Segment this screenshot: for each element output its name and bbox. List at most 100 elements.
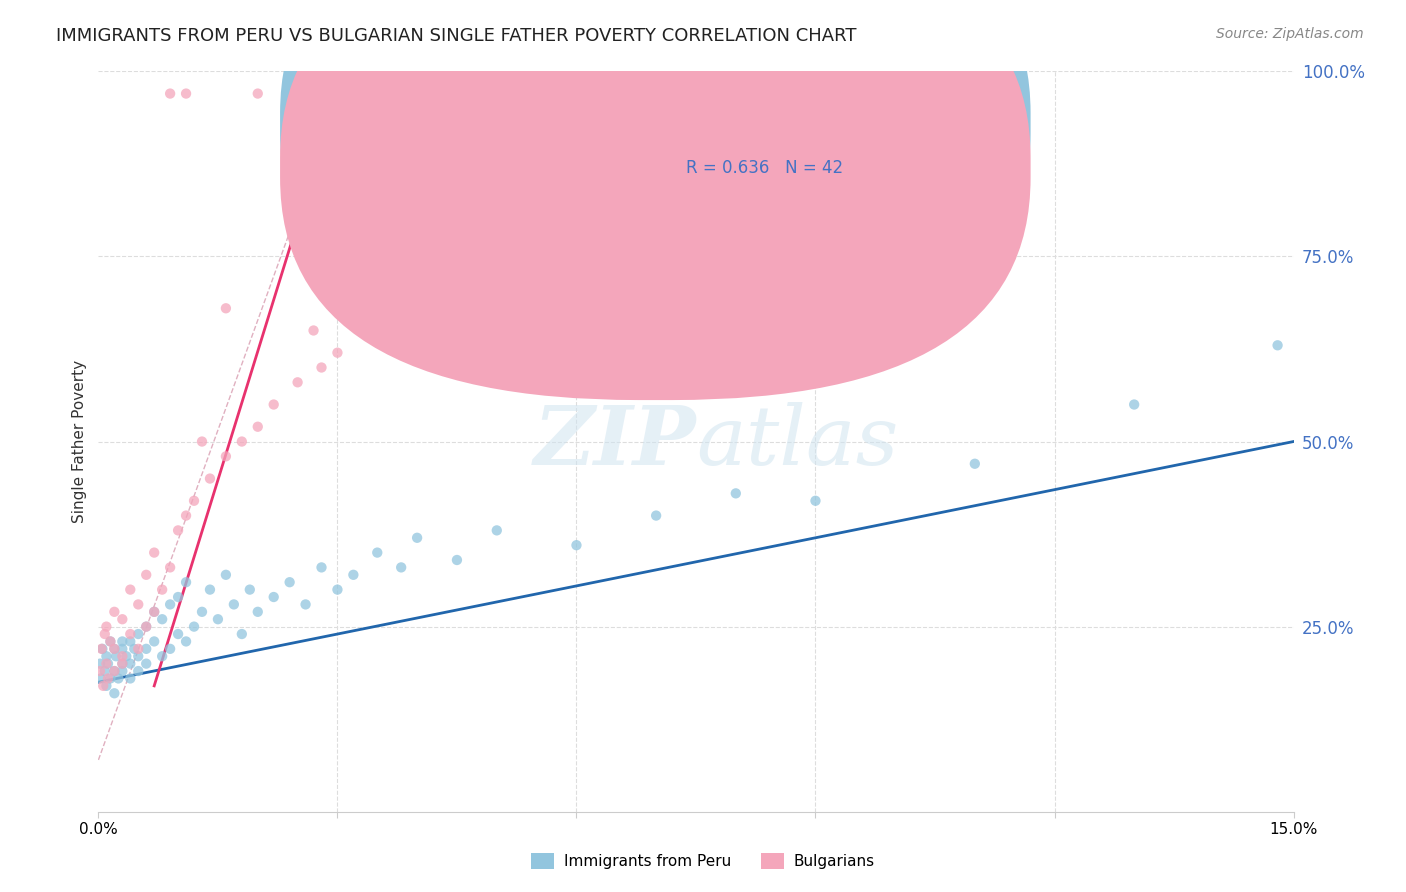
Point bbox=[143, 605, 166, 619]
Point bbox=[183, 619, 205, 633]
Point bbox=[167, 627, 190, 641]
Point bbox=[90, 672, 112, 686]
Point bbox=[94, 627, 117, 641]
Point bbox=[96, 679, 118, 693]
Point bbox=[302, 324, 325, 338]
Point bbox=[246, 87, 269, 101]
Point bbox=[127, 649, 149, 664]
Point bbox=[90, 641, 112, 656]
Point bbox=[111, 634, 134, 648]
Point bbox=[1267, 338, 1289, 352]
Text: atlas: atlas bbox=[696, 401, 898, 482]
Point bbox=[135, 641, 157, 656]
Point bbox=[91, 641, 114, 656]
Point bbox=[127, 641, 149, 656]
Point bbox=[120, 634, 142, 648]
Point bbox=[485, 524, 508, 538]
Point bbox=[174, 87, 197, 101]
Point bbox=[326, 345, 349, 359]
Point bbox=[89, 657, 111, 671]
Text: ZIP: ZIP bbox=[533, 401, 696, 482]
Point bbox=[143, 634, 166, 648]
Point bbox=[135, 657, 157, 671]
Point bbox=[111, 649, 134, 664]
Point bbox=[96, 619, 118, 633]
Point bbox=[198, 471, 221, 485]
Point bbox=[111, 657, 134, 671]
FancyBboxPatch shape bbox=[280, 0, 1031, 356]
Point bbox=[215, 301, 238, 316]
Point bbox=[96, 649, 118, 664]
Point bbox=[103, 641, 125, 656]
Point bbox=[294, 598, 316, 612]
Point bbox=[143, 605, 166, 619]
Point bbox=[111, 641, 134, 656]
Point bbox=[263, 590, 285, 604]
Point bbox=[120, 672, 142, 686]
Point bbox=[174, 634, 197, 648]
Point bbox=[198, 582, 221, 597]
Text: R = 0.636   N = 42: R = 0.636 N = 42 bbox=[686, 159, 844, 177]
FancyBboxPatch shape bbox=[619, 87, 972, 209]
Point bbox=[389, 560, 412, 574]
Point bbox=[111, 657, 134, 671]
Point bbox=[89, 664, 111, 678]
Point bbox=[120, 657, 142, 671]
Point bbox=[263, 398, 285, 412]
Point bbox=[120, 582, 142, 597]
Point bbox=[143, 546, 166, 560]
Point bbox=[239, 582, 262, 597]
Point bbox=[150, 612, 173, 626]
Point bbox=[246, 605, 269, 619]
Point bbox=[565, 538, 588, 552]
Point bbox=[98, 634, 122, 648]
Point bbox=[127, 664, 149, 678]
Point bbox=[124, 641, 146, 656]
Point bbox=[127, 627, 149, 641]
Point bbox=[150, 582, 173, 597]
Point bbox=[103, 686, 125, 700]
Point bbox=[963, 457, 986, 471]
Point bbox=[98, 634, 122, 648]
Point bbox=[97, 657, 120, 671]
Point bbox=[804, 493, 827, 508]
Point bbox=[103, 641, 125, 656]
Point bbox=[342, 567, 364, 582]
Point bbox=[115, 649, 138, 664]
Point bbox=[231, 627, 253, 641]
Point bbox=[120, 627, 142, 641]
Y-axis label: Single Father Poverty: Single Father Poverty bbox=[72, 360, 87, 523]
Point bbox=[287, 376, 309, 390]
Point bbox=[159, 560, 181, 574]
Point bbox=[446, 553, 468, 567]
Point bbox=[207, 612, 229, 626]
Point bbox=[111, 664, 134, 678]
Point bbox=[167, 590, 190, 604]
Point bbox=[135, 619, 157, 633]
Point bbox=[406, 531, 429, 545]
Text: IMMIGRANTS FROM PERU VS BULGARIAN SINGLE FATHER POVERTY CORRELATION CHART: IMMIGRANTS FROM PERU VS BULGARIAN SINGLE… bbox=[56, 27, 856, 45]
Point bbox=[135, 619, 157, 633]
Point bbox=[98, 672, 122, 686]
Point bbox=[127, 598, 149, 612]
Point bbox=[191, 605, 214, 619]
Point bbox=[215, 567, 238, 582]
Point bbox=[91, 679, 114, 693]
Point bbox=[724, 486, 747, 500]
Point bbox=[103, 664, 125, 678]
FancyBboxPatch shape bbox=[280, 0, 1031, 401]
Point bbox=[159, 641, 181, 656]
Point bbox=[150, 649, 173, 664]
Point bbox=[94, 664, 117, 678]
Point bbox=[111, 612, 134, 626]
Point bbox=[1123, 398, 1146, 412]
Point bbox=[159, 598, 181, 612]
Point bbox=[103, 605, 125, 619]
Point bbox=[183, 493, 205, 508]
Point bbox=[326, 582, 349, 597]
Point bbox=[278, 575, 301, 590]
Point bbox=[366, 546, 388, 560]
Point bbox=[159, 87, 181, 101]
Point bbox=[135, 567, 157, 582]
Point bbox=[215, 450, 238, 464]
